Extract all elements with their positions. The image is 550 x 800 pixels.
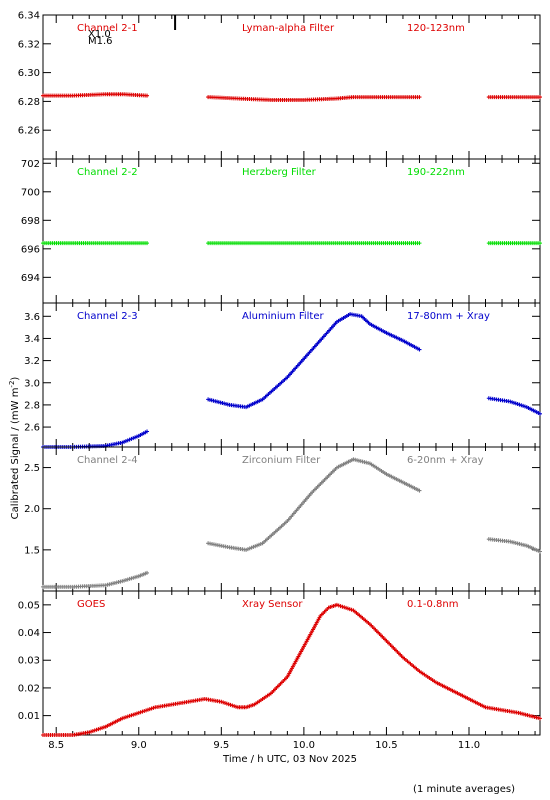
- data-point: [538, 411, 542, 416]
- panel-frame: [42, 302, 541, 448]
- x-axis-title: Time / h UTC, 03 Nov 2025: [222, 754, 357, 765]
- x-tick-label: 10.5: [375, 740, 397, 751]
- y-tick-label: 696: [21, 244, 40, 255]
- averages-footnote: (1 minute averages): [413, 784, 515, 795]
- data-series: [41, 602, 542, 737]
- data-point: [538, 95, 542, 100]
- flare-marker: X1.0 M1.6: [88, 15, 177, 47]
- y-tick-label: 700: [21, 187, 40, 198]
- panel-frame: [42, 590, 541, 736]
- data-point: [417, 95, 422, 100]
- panel-frame: [42, 14, 541, 160]
- x-tick-label: 8.5: [48, 740, 64, 751]
- y-tick-label: 0.02: [18, 683, 40, 694]
- y-tick-label: 3.6: [24, 312, 40, 323]
- y-tick-label: 0.03: [18, 656, 40, 667]
- panel-header-center: Aluminium Filter: [242, 311, 325, 322]
- y-tick-label: 2.6: [24, 423, 40, 434]
- data-point: [145, 241, 150, 246]
- panel-header-center: Xray Sensor: [242, 599, 303, 610]
- y-tick-label: 2.5: [24, 463, 40, 474]
- y-axis-title-close: ): [10, 377, 21, 381]
- panel-header-center: Lyman-alpha Filter: [242, 23, 335, 34]
- data-point: [145, 93, 150, 98]
- y-tick-label: 6.26: [18, 126, 40, 137]
- panel-header-right: 190-222nm: [407, 167, 465, 178]
- y-tick-label: 2.8: [24, 400, 40, 411]
- panel-1: 6.26 6.28 6.30 6.32 6.34 Channel 2-1 Lyman-alp…: [18, 11, 542, 160]
- x-tick-label: 9.0: [131, 740, 147, 751]
- data-series: [41, 312, 542, 449]
- data-series: [41, 457, 542, 589]
- panel-4: 1.5 2.0 2.5 Channel 2-4 Zirconium Filter 6-20…: [24, 446, 542, 592]
- y-tick-label: 698: [21, 216, 40, 227]
- flare-class-label-2: M1.6: [88, 36, 113, 47]
- svg-text:Calibrated Signal / (mW m-2): Calibrated Signal / (mW m-2): [8, 377, 21, 520]
- x-tick-label: 10.0: [293, 740, 315, 751]
- panel-header-left: Channel 2-3: [77, 311, 138, 322]
- y-tick-label: 6.34: [18, 11, 40, 22]
- y-tick-label: 3.2: [24, 356, 40, 367]
- y-tick-label: 3.0: [24, 378, 40, 389]
- y-tick-label: 702: [21, 159, 40, 170]
- data-point: [417, 488, 422, 493]
- panel-header-center: Zirconium Filter: [242, 455, 321, 466]
- y-axis-title-exponent: -2: [8, 381, 16, 388]
- y-axis-title-main: Calibrated Signal / (mW m: [10, 388, 21, 520]
- y-tick-label: 3.4: [24, 334, 40, 345]
- panel-frame: [42, 446, 541, 592]
- x-tick-label: 9.5: [213, 740, 229, 751]
- panel-header-right: 120-123nm: [407, 23, 465, 34]
- panels: 6.26 6.28 6.30 6.32 6.34 Channel 2-1 Lyman-alp…: [18, 11, 542, 737]
- x-tick-labels: 8.5 9.0 9.5 10.0 10.5 11.0: [48, 740, 480, 751]
- panel-header-right: 6-20nm + Xray: [407, 455, 484, 466]
- data-point: [145, 429, 150, 434]
- data-series: [41, 92, 542, 102]
- panel-2: 694 696 698 700 702 Channel 2-2 Herzberg Filte…: [21, 158, 542, 304]
- panel-3: 2.6 2.8 3.0 3.2 3.4 3.6 Channel 2-3 Aluminium F…: [24, 302, 542, 449]
- panel-header-center: Herzberg Filter: [242, 167, 317, 178]
- flare-class-label-1: X1.0: [88, 29, 111, 40]
- y-tick-label: 6.32: [18, 39, 40, 50]
- data-point: [417, 347, 422, 352]
- panel-frame: [42, 158, 541, 304]
- panel-header-right: 17-80nm + Xray: [407, 311, 490, 322]
- y-tick-label: 6.30: [18, 68, 40, 79]
- data-point: [145, 570, 150, 575]
- y-tick-label: 0.04: [18, 628, 40, 639]
- y-tick-label: 6.28: [18, 97, 40, 108]
- y-tick-label: 1.5: [24, 545, 40, 556]
- panel-header-right: 0.1-0.8nm: [407, 599, 459, 610]
- data-point: [538, 549, 542, 554]
- panel-header-left: Channel 2-1: [77, 23, 138, 34]
- y-axis-title: Calibrated Signal / (mW m-2): [8, 377, 21, 520]
- panel-header-left: GOES: [77, 599, 105, 610]
- data-point: [538, 716, 542, 721]
- data-point: [417, 241, 422, 246]
- y-tick-label: 0.05: [18, 600, 40, 611]
- y-tick-label: 2.0: [24, 504, 40, 515]
- y-tick-label: 0.01: [18, 711, 40, 722]
- panel-5: 0.01 0.02 0.03 0.04 0.05 GOES Xray Sensor 0.1-0…: [18, 590, 542, 737]
- x-axis: 8.5 9.0 9.5 10.0 10.5 11.0 Time / h UTC, 03 N…: [48, 740, 480, 765]
- y-tick-label: 694: [21, 273, 40, 284]
- x-tick-label: 11.0: [458, 740, 480, 751]
- data-series: [41, 241, 542, 246]
- data-point: [538, 241, 542, 246]
- panel-header-left: Channel 2-2: [77, 167, 138, 178]
- panel-header-left: Channel 2-4: [77, 455, 138, 466]
